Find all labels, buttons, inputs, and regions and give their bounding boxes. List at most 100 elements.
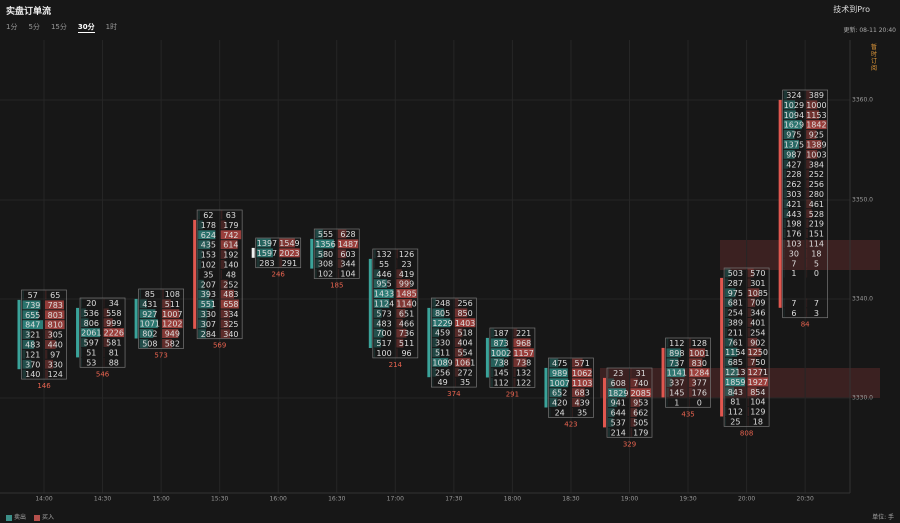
volume-cell xyxy=(513,338,531,348)
volume-cell xyxy=(783,130,795,139)
time-label: 18:00 xyxy=(504,496,521,503)
volume-value: 100 xyxy=(376,349,391,358)
volume-cell xyxy=(783,90,788,100)
delta: 246 xyxy=(272,271,286,279)
delta: 146 xyxy=(37,382,51,390)
volume-value: 97 xyxy=(50,350,60,359)
volume-value: 151 xyxy=(809,230,824,239)
tab[interactable]: 15分 xyxy=(50,23,67,31)
volume-cell xyxy=(783,189,788,199)
volume-value: 999 xyxy=(399,280,414,289)
volume-cell xyxy=(454,348,463,357)
volume-value: 941 xyxy=(611,399,626,408)
volume-value: 440 xyxy=(48,340,63,349)
volume-value: 854 xyxy=(750,388,765,397)
volume-cell xyxy=(490,368,494,377)
side-note[interactable]: 暂时订阅 xyxy=(871,44,878,72)
volume-cell xyxy=(22,330,31,339)
tabs: 1分 5分 15分 30分 1时 xyxy=(6,22,117,33)
volume-cell xyxy=(103,338,109,347)
volume-value: 5 xyxy=(814,259,819,268)
volume-value: 1375 xyxy=(784,140,804,149)
volume-value: 1 xyxy=(674,398,679,407)
volume-value: 132 xyxy=(516,369,531,378)
volume-cell xyxy=(666,368,685,378)
volume-cell xyxy=(725,357,733,367)
cluster-box xyxy=(79,297,126,368)
volume-cell xyxy=(103,298,105,308)
volume-value: 62 xyxy=(203,211,213,220)
volume-value: 301 xyxy=(750,279,765,288)
candle-bar xyxy=(193,219,197,329)
volume-value: 1859 xyxy=(725,378,745,387)
volume-value: 483 xyxy=(25,340,40,349)
volume-value: 102 xyxy=(201,260,216,269)
volume-value: 179 xyxy=(223,221,238,230)
volume-value: 810 xyxy=(48,321,63,330)
volume-cell xyxy=(806,248,808,258)
tab[interactable]: 30分 xyxy=(77,23,95,33)
volume-cell xyxy=(22,369,26,379)
price-label: 3350.0 xyxy=(852,197,873,204)
volume-value: 608 xyxy=(611,379,626,388)
volume-value: 658 xyxy=(223,300,238,309)
volume-cell xyxy=(373,348,376,358)
delta: 423 xyxy=(564,420,577,428)
volume-cell xyxy=(22,359,32,369)
volume-value: 35 xyxy=(577,408,587,417)
volume-value: 459 xyxy=(435,329,450,338)
tab[interactable]: 1分 xyxy=(6,23,18,31)
volume-cell xyxy=(725,417,727,426)
volume-cell xyxy=(198,210,200,220)
volume-cell xyxy=(666,378,672,387)
candle-bar xyxy=(134,298,138,339)
volume-cell xyxy=(373,269,380,279)
volume-cell xyxy=(666,348,681,358)
cluster-box xyxy=(723,267,770,427)
volume-value: 145 xyxy=(669,388,684,397)
volume-cell xyxy=(747,298,756,308)
volume-cell xyxy=(806,159,811,169)
volume-value: 129 xyxy=(750,408,765,417)
delta: 185 xyxy=(330,282,343,290)
volume-value: 1140 xyxy=(396,299,416,308)
volume-cell xyxy=(81,348,83,357)
volume-cell xyxy=(783,100,796,110)
cluster-box xyxy=(665,337,711,408)
volume-cell xyxy=(725,268,731,278)
volume-value: 256 xyxy=(435,368,450,377)
pro-button[interactable]: 技术到Pro xyxy=(833,5,870,14)
volume-value: 1071 xyxy=(140,320,160,329)
volume-cell xyxy=(806,229,808,238)
volume-cell xyxy=(549,388,562,398)
volume-value: 291 xyxy=(282,259,297,268)
volume-value: 737 xyxy=(669,359,684,368)
volume-cell xyxy=(22,290,24,300)
volume-cell xyxy=(747,417,749,426)
volume-cell xyxy=(103,348,105,357)
price-label: 3360.0 xyxy=(852,97,873,104)
volume-cell xyxy=(806,298,808,308)
tab[interactable]: 5分 xyxy=(28,23,40,31)
volume-value: 505 xyxy=(633,418,648,427)
volume-cell xyxy=(747,278,751,288)
volume-cell xyxy=(725,377,745,387)
volume-value: 975 xyxy=(728,289,743,298)
time-label: 15:30 xyxy=(211,496,228,503)
volume-cell xyxy=(432,328,440,338)
volume-value: 346 xyxy=(750,309,765,318)
volume-cell xyxy=(45,369,49,379)
time-label: 18:30 xyxy=(562,496,579,503)
volume-cell xyxy=(725,308,728,317)
volume-value: 256 xyxy=(457,299,472,308)
volume-cell xyxy=(220,220,226,230)
volume-cell xyxy=(725,397,727,407)
volume-cell xyxy=(45,320,65,330)
volume-cell xyxy=(396,338,404,348)
volume-value: 628 xyxy=(340,230,355,239)
volume-cell xyxy=(549,358,559,368)
tab[interactable]: 1时 xyxy=(105,23,118,31)
volume-cell xyxy=(747,387,757,397)
volume-value: 987 xyxy=(786,150,801,159)
volume-value: 103 xyxy=(786,239,801,248)
